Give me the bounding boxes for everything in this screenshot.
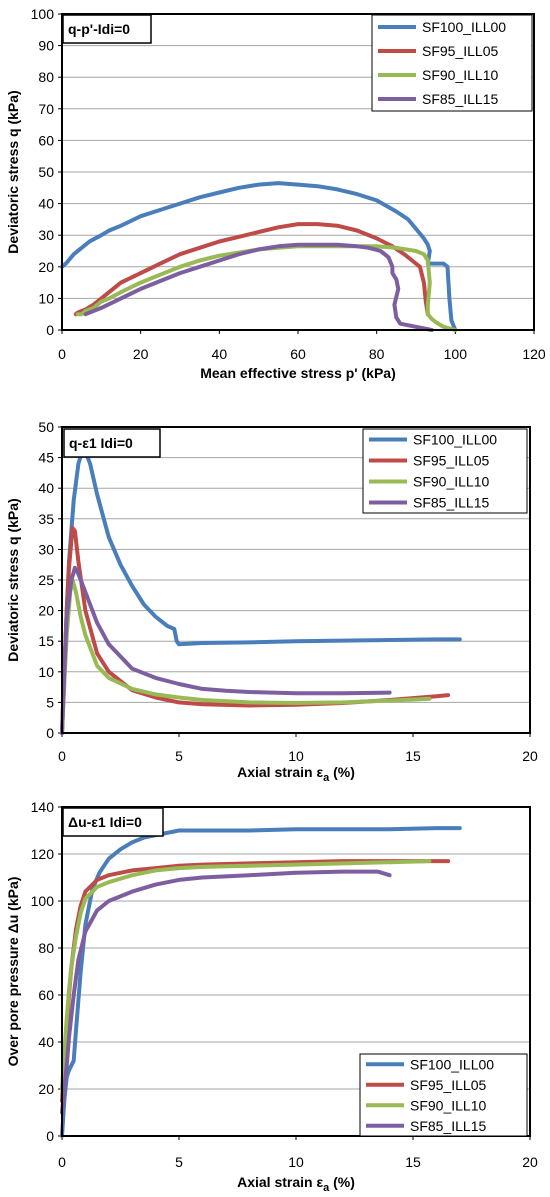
x-axis-title: Axial strain εa (%) [237, 1174, 355, 1194]
chart-q-eps-panel: 0 5 10 15 20 25 30 35 40 45 50 0 5 10 15 20 q-ε1 Idi=0 SF… [0, 400, 550, 792]
y-tick-label: 20 [38, 259, 54, 275]
x-tick-label: 5 [175, 748, 183, 764]
y-tick-label: 20 [38, 603, 54, 619]
x-axis-title: Mean effective stress p' (kPa) [200, 365, 396, 381]
chart-du-eps: 0 20 40 60 80 100 120 140 0 5 10 15 20 Δu-ε1 Idi=0 SF1… [5, 799, 538, 1194]
y-tick-label: 45 [38, 450, 54, 466]
plot-frame [61, 806, 531, 1137]
y-axis-title: Over pore pressure Δu (kPa) [5, 877, 21, 1067]
y-tick-label: 40 [38, 480, 54, 496]
x-tick-label: 40 [212, 346, 228, 362]
y-tick-label: 60 [38, 132, 54, 148]
legend-entry: SF85_ILL15 [422, 91, 498, 107]
panel-label-box [62, 807, 164, 837]
y-tick-label: 35 [38, 511, 54, 527]
series-line-sf85-ill15 [60, 565, 392, 735]
panel-label: q-ε1 Idi=0 [69, 435, 133, 451]
x-tick-label: 120 [522, 346, 546, 362]
panel-label: Δu-ε1 Idi=0 [68, 814, 142, 830]
series-line-sf85-ill15 [83, 242, 434, 332]
y-tick-label: 10 [38, 664, 54, 680]
series-line-sf100-ill00 [60, 446, 462, 735]
y-tick-label: 60 [38, 987, 54, 1003]
legend-entry: SF85_ILL15 [410, 1118, 486, 1134]
chart-q-p: 0 10 20 30 40 50 60 70 80 90 100 0 20 40 60 80 100 120 q-p… [5, 6, 546, 381]
x-tick-label: 0 [58, 1154, 66, 1170]
panel-label-box [62, 14, 152, 44]
y-tick-label: 100 [31, 893, 55, 909]
x-axis-title: Axial strain εa (%) [237, 764, 355, 784]
series-line-sf95-ill05 [73, 222, 430, 317]
legend-entry: SF90_ILL10 [413, 474, 489, 490]
x-tick-label: 0 [58, 748, 66, 764]
y-tick-label: 25 [38, 572, 54, 588]
y-tick-label: 40 [38, 1034, 54, 1050]
y-tick-label: 15 [38, 633, 54, 649]
y-tick-label: 5 [46, 694, 54, 710]
legend-entry: SF95_ILL05 [413, 453, 489, 469]
y-tick-label: 50 [38, 419, 54, 435]
plot-frame [61, 426, 531, 734]
legend-entry: SF90_ILL10 [410, 1097, 486, 1113]
y-tick-label: 90 [38, 38, 54, 54]
panel-label: q-p'-Idi=0 [68, 21, 130, 37]
legend-entry: SF100_ILL00 [422, 19, 506, 35]
y-tick-label: 70 [38, 101, 54, 117]
panel-label-box [63, 428, 161, 458]
legend-entry: SF100_ILL00 [413, 432, 497, 448]
series-line-sf100-ill00 [60, 826, 462, 1138]
legend-entry: SF95_ILL05 [422, 43, 498, 59]
x-tick-label: 80 [369, 346, 385, 362]
y-tick-label: 40 [38, 196, 54, 212]
legend-entry: SF95_ILL05 [410, 1077, 486, 1093]
y-tick-label: 120 [31, 846, 55, 862]
y-tick-label: 0 [46, 1128, 54, 1144]
y-tick-label: 10 [38, 290, 54, 306]
legend-entry: SF90_ILL10 [422, 67, 498, 83]
x-tick-label: 15 [405, 748, 421, 764]
x-tick-label: 0 [58, 346, 66, 362]
x-tick-label: 5 [175, 1154, 183, 1170]
chart-du-eps-panel: 0 20 40 60 80 100 120 140 0 5 10 15 20 Δu-ε1 Idi=0 SF1… [0, 792, 550, 1197]
y-axis-title: Deviatoric stress q (kPa) [5, 90, 21, 253]
y-tick-label: 20 [38, 1081, 54, 1097]
legend [362, 428, 528, 514]
legend [359, 1053, 528, 1137]
legend-entry: SF85_ILL15 [413, 495, 489, 511]
y-tick-label: 50 [38, 164, 54, 180]
x-tick-label: 20 [133, 346, 149, 362]
y-tick-label: 30 [38, 227, 54, 243]
y-tick-label: 80 [38, 940, 54, 956]
plot-frame [61, 13, 535, 331]
x-tick-label: 10 [288, 1154, 304, 1170]
y-tick-label: 30 [38, 541, 54, 557]
y-tick-label: 0 [46, 725, 54, 741]
y-tick-label: 140 [31, 799, 55, 815]
x-tick-label: 15 [405, 1154, 421, 1170]
x-tick-label: 10 [288, 748, 304, 764]
chart-q-p-panel: 0 10 20 30 40 50 60 70 80 90 100 0 20 40 60 80 100 120 q-p… [0, 0, 550, 400]
legend [371, 14, 533, 112]
legend-entry: SF100_ILL00 [410, 1056, 494, 1072]
x-tick-label: 60 [290, 346, 306, 362]
y-tick-label: 80 [38, 69, 54, 85]
series-line-sf100-ill00 [60, 181, 458, 332]
y-tick-label: 0 [46, 322, 54, 338]
x-tick-label: 20 [522, 748, 538, 764]
x-tick-label: 100 [444, 346, 468, 362]
x-tick-label: 20 [522, 1154, 538, 1170]
y-axis-title: Deviatoric stress q (kPa) [5, 498, 21, 661]
series-line-sf85-ill15 [60, 869, 392, 1115]
y-tick-label: 100 [31, 6, 55, 22]
chart-q-eps: 0 5 10 15 20 25 30 35 40 45 50 0 5 10 15 20 q-ε1 Idi=0 SF… [5, 419, 538, 784]
series-line-sf90-ill10 [60, 859, 432, 1091]
